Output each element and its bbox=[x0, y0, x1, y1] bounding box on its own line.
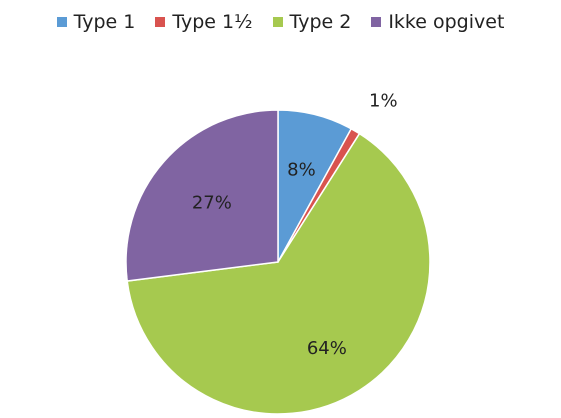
legend-label-type-1-half: Type 1½ bbox=[172, 11, 253, 33]
chart-legend: Type 1 Type 1½ Type 2 Ikke opgivet bbox=[0, 0, 561, 44]
data-label-type-2: 64% bbox=[307, 338, 347, 359]
legend-swatch-type-1-half bbox=[155, 17, 166, 27]
pie-slice-ikke-opgivet bbox=[125, 109, 279, 282]
legend-label-ikke-opgivet: Ikke opgivet bbox=[388, 11, 505, 33]
legend-item-type-2: Type 2 bbox=[272, 11, 352, 33]
legend-item-type-1: Type 1 bbox=[56, 11, 136, 33]
legend-swatch-type-2 bbox=[272, 17, 283, 27]
legend-item-type-1-half: Type 1½ bbox=[155, 11, 253, 33]
data-label-type-1-half: 1% bbox=[369, 91, 398, 112]
data-label-ikke-opgivet: 27% bbox=[192, 193, 232, 214]
legend-label-type-1: Type 1 bbox=[73, 11, 136, 33]
legend-swatch-ikke-opgivet bbox=[371, 17, 382, 27]
data-label-type-1: 8% bbox=[287, 160, 316, 181]
pie-slice-type-2 bbox=[126, 132, 431, 415]
legend-item-ikke-opgivet: Ikke opgivet bbox=[371, 11, 504, 33]
legend-label-type-2: Type 2 bbox=[289, 11, 352, 33]
legend-swatch-type-1 bbox=[56, 17, 67, 27]
